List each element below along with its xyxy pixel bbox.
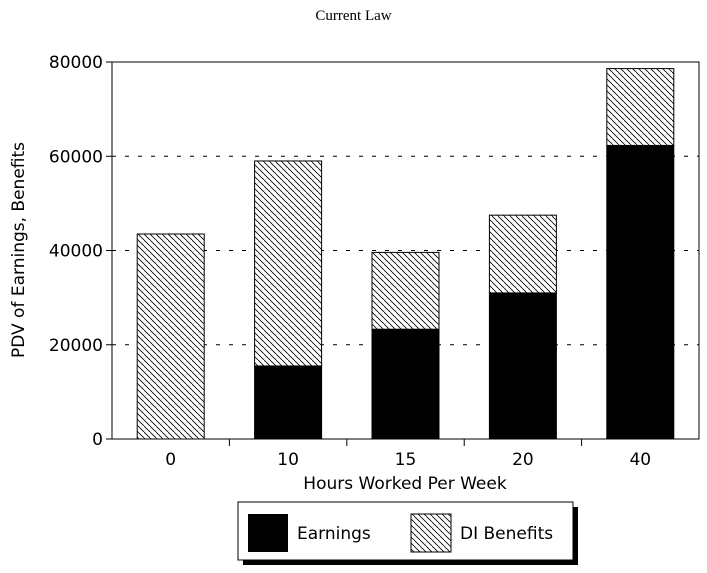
y-tick-label: 40000 (49, 242, 103, 262)
y-tick-label: 0 (92, 430, 103, 450)
y-tick-label: 20000 (49, 336, 103, 356)
legend-label-di-benefits: DI Benefits (460, 524, 553, 544)
x-tick-label: 10 (277, 450, 299, 470)
legend: Earnings DI Benefits (237, 501, 578, 565)
bar-earnings (488, 292, 557, 440)
legend-box (237, 501, 574, 561)
chart-title: Current Law (315, 8, 392, 24)
x-axis-label: Hours Worked Per Week (303, 474, 507, 494)
x-tick-label: 40 (629, 450, 651, 470)
bar-di-benefits (488, 214, 557, 294)
bar-di-benefits (606, 68, 675, 146)
bar-earnings (371, 328, 440, 440)
bar-di-benefits (136, 233, 205, 440)
y-tick-label: 80000 (49, 53, 103, 73)
bar-di-benefits (371, 251, 440, 330)
legend-swatch-earnings (248, 514, 288, 552)
x-tick-label: 15 (395, 450, 417, 470)
bar-earnings (606, 144, 675, 440)
legend-swatch-di-benefits (410, 513, 452, 553)
plot-area: 0 20000 40000 60000 80000 0 10 15 20 40 (49, 53, 700, 470)
x-tick-label: 20 (512, 450, 534, 470)
legend-label-earnings: Earnings (297, 524, 371, 544)
x-tick-label: 0 (165, 450, 176, 470)
y-axis-label: PDV of Earnings, Benefits (9, 142, 29, 358)
y-tick-label: 60000 (49, 147, 103, 167)
bar-di-benefits (254, 160, 323, 367)
bar-earnings (254, 365, 323, 440)
